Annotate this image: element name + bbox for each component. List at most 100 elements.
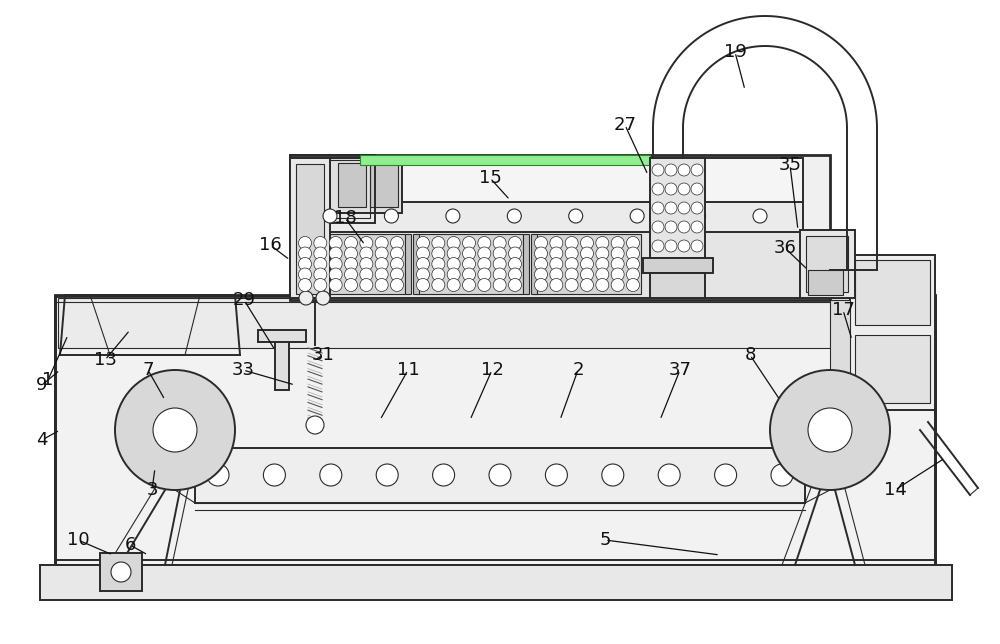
Circle shape: [534, 268, 548, 281]
Circle shape: [715, 464, 737, 486]
Circle shape: [771, 464, 793, 486]
Circle shape: [375, 236, 388, 249]
Circle shape: [478, 258, 491, 270]
Circle shape: [360, 258, 373, 270]
Circle shape: [462, 268, 476, 281]
Circle shape: [596, 247, 609, 260]
Circle shape: [432, 278, 445, 292]
Circle shape: [626, 247, 640, 260]
Circle shape: [626, 236, 640, 249]
Circle shape: [509, 278, 522, 292]
Circle shape: [770, 370, 890, 490]
Circle shape: [360, 278, 373, 292]
Bar: [330, 158, 402, 213]
Circle shape: [360, 268, 373, 281]
Circle shape: [390, 268, 404, 281]
Circle shape: [447, 236, 460, 249]
Circle shape: [493, 268, 506, 281]
Bar: [275, 340, 289, 390]
Circle shape: [115, 370, 235, 490]
Circle shape: [602, 464, 624, 486]
Circle shape: [565, 247, 578, 260]
Circle shape: [665, 164, 677, 176]
Text: 12: 12: [481, 361, 503, 379]
Circle shape: [323, 209, 337, 223]
Circle shape: [509, 258, 522, 270]
Bar: [533, 234, 641, 294]
Circle shape: [611, 268, 624, 281]
Circle shape: [314, 236, 327, 249]
Circle shape: [360, 247, 373, 260]
Text: 6: 6: [124, 536, 136, 554]
Bar: [293, 230, 803, 298]
Circle shape: [580, 236, 594, 249]
Bar: [650, 158, 705, 258]
Circle shape: [329, 236, 342, 249]
Circle shape: [489, 464, 511, 486]
Circle shape: [509, 268, 522, 281]
Circle shape: [678, 221, 690, 233]
Circle shape: [344, 268, 358, 281]
Circle shape: [808, 408, 852, 452]
Circle shape: [298, 278, 312, 292]
Text: 3: 3: [146, 481, 158, 499]
Circle shape: [652, 183, 664, 195]
Text: 10: 10: [67, 531, 89, 549]
Bar: [40, 565, 952, 600]
Circle shape: [462, 236, 476, 249]
Circle shape: [596, 268, 609, 281]
Circle shape: [493, 278, 506, 292]
Circle shape: [478, 236, 491, 249]
Circle shape: [509, 236, 522, 249]
Text: 36: 36: [774, 239, 796, 257]
Text: 9: 9: [36, 376, 48, 394]
Circle shape: [665, 183, 677, 195]
Circle shape: [329, 258, 342, 270]
Circle shape: [416, 278, 430, 292]
Circle shape: [416, 236, 430, 249]
Bar: [296, 164, 324, 294]
Bar: [290, 155, 830, 300]
Circle shape: [329, 278, 342, 292]
Circle shape: [626, 258, 640, 270]
Circle shape: [580, 258, 594, 270]
Bar: [297, 234, 405, 294]
Circle shape: [390, 278, 404, 292]
Circle shape: [493, 258, 506, 270]
Circle shape: [678, 202, 690, 214]
Text: 15: 15: [479, 169, 501, 187]
Circle shape: [534, 247, 548, 260]
Circle shape: [314, 278, 327, 292]
Bar: [415, 234, 523, 294]
Bar: [850, 255, 935, 410]
Circle shape: [447, 268, 460, 281]
Circle shape: [360, 236, 373, 249]
Bar: [290, 155, 375, 223]
Circle shape: [207, 464, 229, 486]
Circle shape: [316, 291, 330, 305]
Circle shape: [376, 464, 398, 486]
Circle shape: [298, 247, 312, 260]
Circle shape: [416, 258, 430, 270]
Circle shape: [493, 247, 506, 260]
Circle shape: [652, 240, 664, 252]
Text: 14: 14: [884, 481, 906, 499]
Text: 1: 1: [42, 371, 54, 389]
Text: 13: 13: [94, 351, 116, 369]
Circle shape: [329, 247, 342, 260]
Bar: [295, 160, 370, 218]
Bar: [360, 155, 650, 165]
Text: 4: 4: [36, 431, 48, 449]
Circle shape: [678, 183, 690, 195]
Circle shape: [462, 278, 476, 292]
Circle shape: [375, 268, 388, 281]
Circle shape: [678, 240, 690, 252]
Circle shape: [569, 209, 583, 223]
Bar: [55, 295, 935, 565]
Circle shape: [611, 258, 624, 270]
Circle shape: [665, 240, 677, 252]
Text: 5: 5: [599, 531, 611, 549]
Circle shape: [314, 247, 327, 260]
Circle shape: [344, 236, 358, 249]
Circle shape: [626, 278, 640, 292]
